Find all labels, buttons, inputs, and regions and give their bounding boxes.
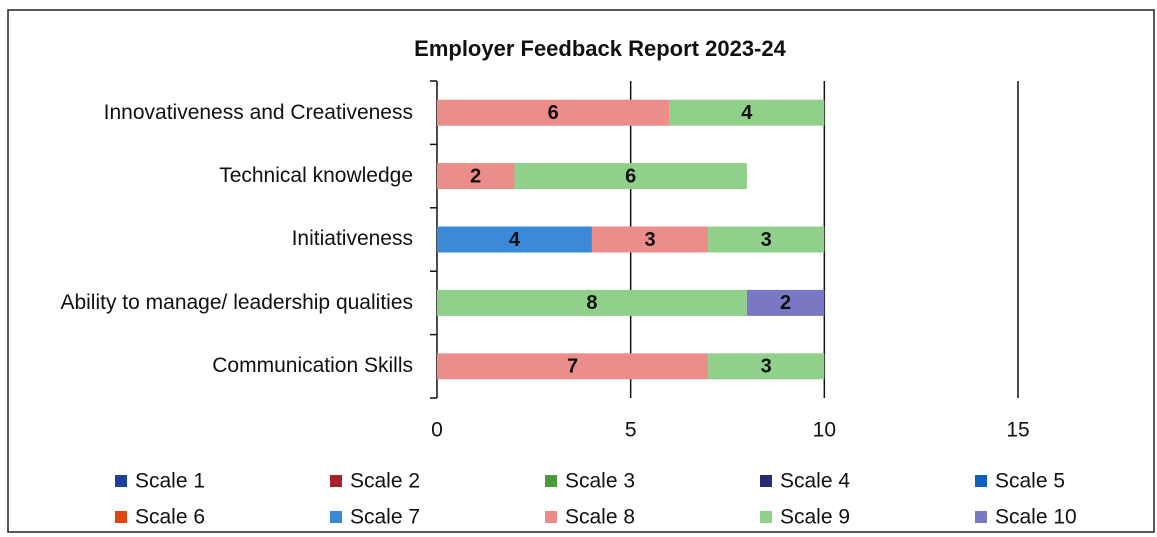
bar-segment bbox=[514, 163, 747, 190]
y-tick-text: Communication Skills bbox=[212, 354, 413, 378]
data-label: 4 bbox=[741, 102, 753, 124]
legend-label: Scale 4 bbox=[780, 470, 850, 493]
legend-label: Scale 6 bbox=[135, 506, 205, 529]
bar-segment bbox=[746, 289, 825, 316]
data-label: 3 bbox=[761, 356, 772, 378]
y-tick-text: Technical knowledge bbox=[219, 164, 413, 188]
data-label: 6 bbox=[625, 165, 636, 187]
y-tick-label: Ability to manage/ leadership qualities bbox=[33, 271, 413, 334]
bar-segment bbox=[669, 99, 825, 126]
y-tick-text: Ability to manage/ leadership qualities bbox=[60, 290, 413, 314]
data-label: 3 bbox=[644, 229, 655, 251]
data-label: 6 bbox=[548, 102, 559, 124]
data-label: 4 bbox=[509, 229, 521, 251]
data-label: 7 bbox=[567, 356, 578, 378]
y-tick-text: Initiativeness bbox=[291, 227, 413, 251]
data-label: 2 bbox=[470, 165, 481, 187]
bar-segment bbox=[437, 353, 709, 380]
legend-swatch bbox=[115, 475, 127, 487]
legend-label: Scale 7 bbox=[350, 506, 420, 529]
legend-label: Scale 1 bbox=[135, 470, 205, 493]
legend-label: Scale 3 bbox=[565, 470, 635, 493]
legend-label: Scale 2 bbox=[350, 470, 420, 493]
bar-segment bbox=[437, 99, 670, 126]
data-label: 8 bbox=[586, 292, 597, 314]
legend-swatch bbox=[760, 475, 772, 487]
y-tick-label: Communication Skills bbox=[33, 335, 413, 398]
legend-swatch bbox=[115, 511, 127, 523]
bar-segment bbox=[437, 226, 592, 253]
x-tick-label: 10 bbox=[813, 419, 836, 442]
y-tick-label: Innovativeness and Creativeness bbox=[33, 81, 413, 144]
x-tick-label: 5 bbox=[625, 419, 637, 442]
legend-label: Scale 5 bbox=[995, 470, 1065, 493]
chart-frame bbox=[7, 9, 1155, 533]
legend-label: Scale 8 bbox=[565, 506, 635, 529]
bar-segment bbox=[708, 226, 825, 253]
legend-swatch bbox=[330, 475, 342, 487]
legend-swatch bbox=[545, 511, 557, 523]
data-label: 2 bbox=[780, 292, 791, 314]
y-tick-label: Technical knowledge bbox=[33, 144, 413, 207]
legend-swatch bbox=[760, 511, 772, 523]
legend-label: Scale 9 bbox=[780, 506, 850, 529]
x-tick-label: 15 bbox=[1006, 419, 1029, 442]
y-tick-label: Initiativeness bbox=[33, 208, 413, 271]
legend-swatch bbox=[330, 511, 342, 523]
chart-title: Employer Feedback Report 2023-24 bbox=[414, 36, 786, 61]
bar-segment bbox=[708, 353, 825, 380]
bar-segment bbox=[591, 226, 709, 253]
x-tick-label: 0 bbox=[431, 419, 443, 442]
legend-swatch bbox=[975, 475, 987, 487]
data-label: 3 bbox=[761, 229, 772, 251]
bar-segment bbox=[437, 289, 747, 316]
y-tick-text: Innovativeness and Creativeness bbox=[103, 100, 413, 124]
bar-segment bbox=[437, 163, 515, 190]
legend-label: Scale 10 bbox=[995, 506, 1077, 529]
legend-swatch bbox=[975, 511, 987, 523]
legend-swatch bbox=[545, 475, 557, 487]
